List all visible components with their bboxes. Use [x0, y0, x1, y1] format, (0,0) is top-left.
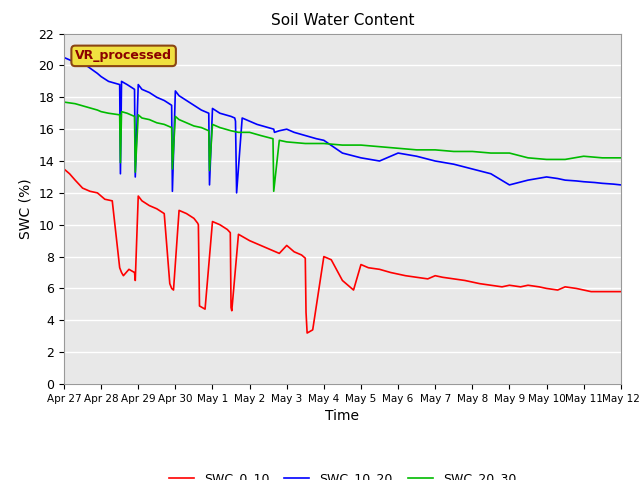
SWC_20_30: [617, 155, 625, 161]
SWC_20_30: [60, 99, 68, 105]
SWC_10_20: [209, 106, 216, 111]
SWC_10_20: [312, 136, 320, 142]
SWC_20_30: [269, 136, 277, 142]
SWC_10_20: [238, 115, 246, 121]
SWC_20_30: [320, 141, 328, 146]
SWC_20_30: [235, 130, 243, 135]
X-axis label: Time: Time: [325, 409, 360, 423]
SWC_0_10: [246, 238, 253, 243]
SWC_0_10: [617, 289, 625, 295]
SWC_0_10: [93, 190, 101, 196]
SWC_0_10: [60, 166, 68, 172]
SWC_20_30: [124, 110, 131, 116]
Line: SWC_10_20: SWC_10_20: [64, 58, 621, 193]
Line: SWC_20_30: SWC_20_30: [64, 102, 621, 191]
SWC_10_20: [60, 55, 68, 60]
Title: Soil Water Content: Soil Water Content: [271, 13, 414, 28]
SWC_10_20: [301, 132, 309, 138]
SWC_0_10: [303, 330, 311, 336]
SWC_10_20: [270, 126, 278, 132]
SWC_0_10: [66, 171, 74, 177]
SWC_0_10: [487, 282, 495, 288]
SWC_20_30: [175, 117, 183, 122]
SWC_10_20: [617, 182, 625, 188]
SWC_10_20: [118, 79, 125, 84]
Y-axis label: SWC (%): SWC (%): [19, 179, 33, 239]
Legend: SWC_0_10, SWC_10_20, SWC_20_30: SWC_0_10, SWC_10_20, SWC_20_30: [164, 468, 521, 480]
SWC_20_30: [270, 188, 278, 194]
Line: SWC_0_10: SWC_0_10: [64, 169, 621, 333]
SWC_0_10: [275, 251, 283, 256]
Text: VR_processed: VR_processed: [75, 49, 172, 62]
SWC_20_30: [257, 132, 264, 138]
SWC_0_10: [450, 276, 458, 282]
SWC_10_20: [233, 190, 241, 196]
